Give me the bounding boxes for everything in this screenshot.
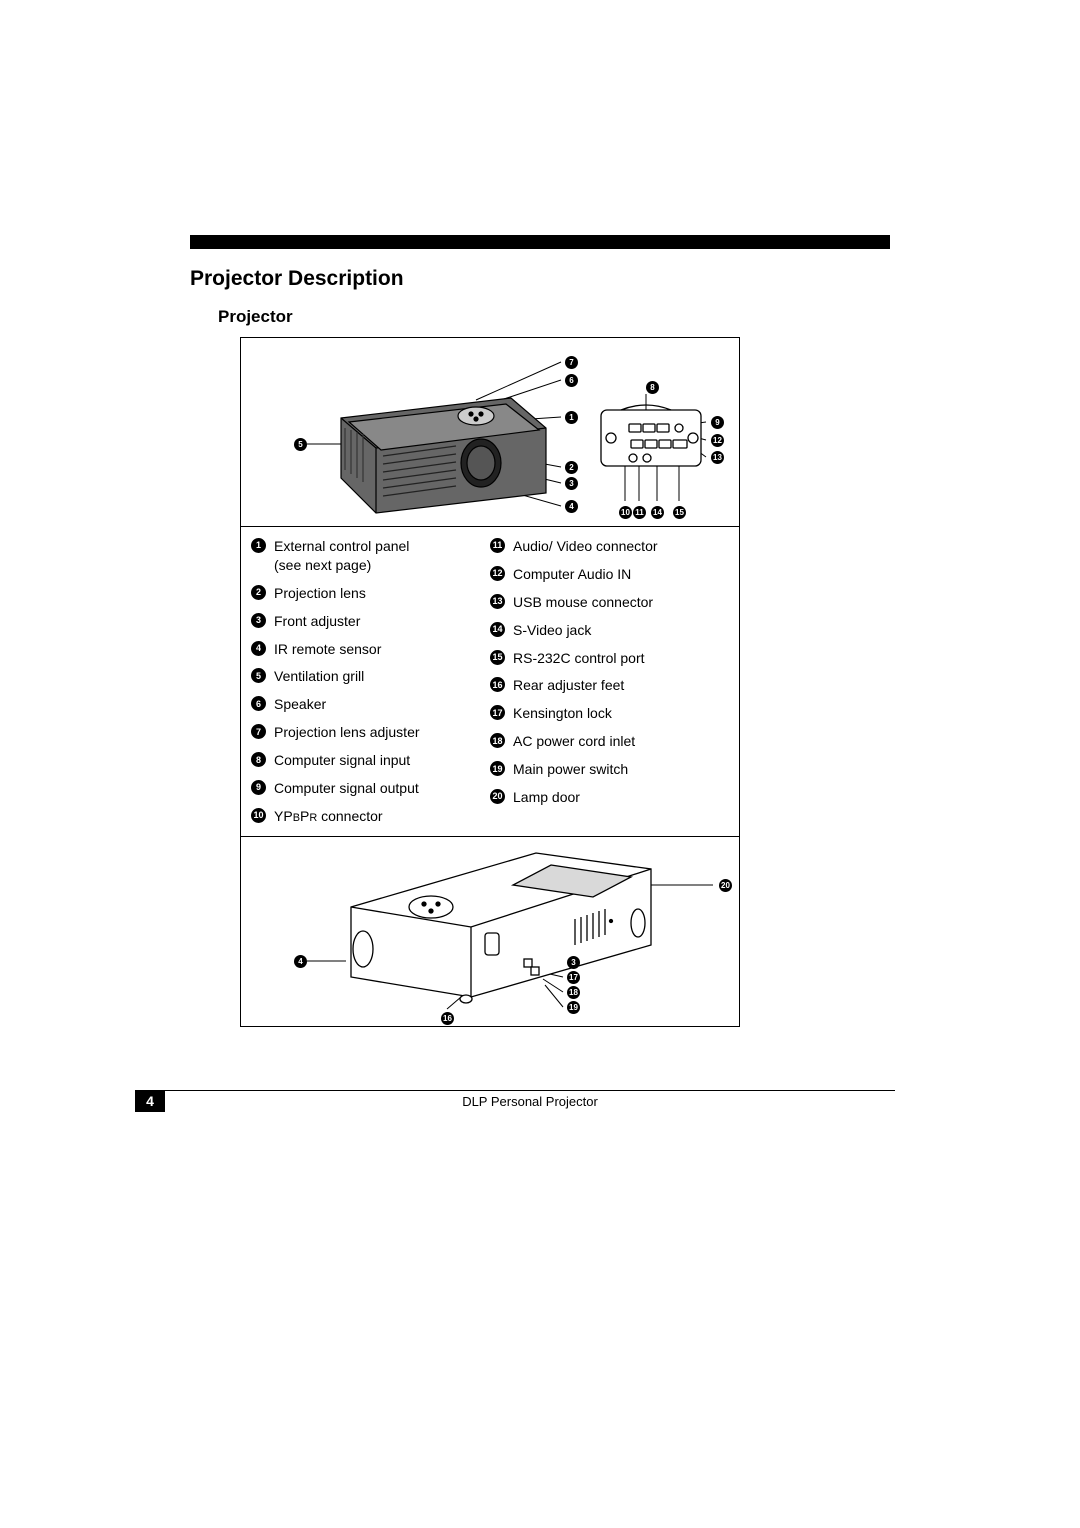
legend-row: 15 RS-232C control port [490,649,729,668]
diagram-callout: 7 [565,356,578,369]
diagram-callout: 4 [565,500,578,513]
legend-label: Main power switch [513,760,628,779]
legend-label: IR remote sensor [274,640,381,659]
legend-row: 10 YPBPR connector [251,807,490,826]
diagram-callout: 15 [673,506,686,519]
legend-badge: 5 [251,668,266,683]
legend-label: Computer Audio IN [513,565,631,584]
legend-row: 12 Computer Audio IN [490,565,729,584]
projector-rear-illustration [241,837,741,1027]
legend-col-right: 11 Audio/ Video connector 12 Computer Audio… [490,537,729,826]
legend-badge: 15 [490,650,505,665]
legend-badge: 12 [490,566,505,581]
diagram-callout: 14 [651,506,664,519]
diagram-callout: 12 [711,434,724,447]
legend-row: 19 Main power switch [490,760,729,779]
legend-label: External control panel(see next page) [274,537,409,575]
legend-row: 14 S-Video jack [490,621,729,640]
legend-badge: 13 [490,594,505,609]
legend-row: 7 Projection lens adjuster [251,723,490,742]
legend-row: 1 External control panel(see next page) [251,537,490,575]
legend-row: 13 USB mouse connector [490,593,729,612]
legend-badge: 3 [251,613,266,628]
legend-row: 20 Lamp door [490,788,729,807]
diagram-callout: 16 [441,1012,454,1025]
legend-badge: 11 [490,538,505,553]
legend-row: 5 Ventilation grill [251,667,490,686]
diagram-callout: 6 [565,374,578,387]
legend-row: 18 AC power cord inlet [490,732,729,751]
legend-badge: 18 [490,733,505,748]
diagram-callout: 4 [294,955,307,968]
diagram-callout: 11 [633,506,646,519]
legend-label: Computer signal input [274,751,410,770]
legend-label: YPBPR connector [274,807,383,826]
diagram-bottom: 20 4 3 17 18 19 16 [240,837,740,1027]
legend-col-left: 1External control panel(see next page)2P… [251,537,490,826]
subsection-title: Projector [218,307,890,327]
legend-row: 16 Rear adjuster feet [490,676,729,695]
legend-badge: 2 [251,585,266,600]
legend-badge: 9 [251,780,266,795]
footer-text: DLP Personal Projector [165,1094,895,1109]
legend-label: Projection lens adjuster [274,723,420,742]
legend-label: Computer signal output [274,779,419,798]
legend-badge: 19 [490,761,505,776]
legend-row: 6 Speaker [251,695,490,714]
legend-badge: 20 [490,789,505,804]
legend-badge: 6 [251,696,266,711]
legend-row: 8 Computer signal input [251,751,490,770]
legend-badge: 14 [490,622,505,637]
legend-badge: 8 [251,752,266,767]
diagram-callout: 1 [565,411,578,424]
diagram-callout: 5 [294,438,307,451]
diagram-callout: 3 [565,477,578,490]
diagram-callout: 10 [619,506,632,519]
diagram-callout: 20 [719,879,732,892]
diagram-callout: 3 [567,956,580,969]
diagram-callout: 19 [567,1001,580,1014]
legend-label: AC power cord inlet [513,732,635,751]
legend-label: RS-232C control port [513,649,645,668]
legend-label: USB mouse connector [513,593,653,612]
legend-row: 4 IR remote sensor [251,640,490,659]
legend-label: Projection lens [274,584,366,603]
projector-perspective-illustration [241,338,741,528]
legend-badge: 1 [251,538,266,553]
legend-label: Rear adjuster feet [513,676,624,695]
legend-row: 2 Projection lens [251,584,490,603]
legend-row: 11 Audio/ Video connector [490,537,729,556]
page-footer: 4 DLP Personal Projector [135,1090,895,1112]
legend-label: Kensington lock [513,704,612,723]
diagram-callout: 2 [565,461,578,474]
page-number: 4 [135,1090,165,1112]
legend-row: 9 Computer signal output [251,779,490,798]
legend-badge: 4 [251,641,266,656]
header-rule [190,235,890,249]
legend-label: Lamp door [513,788,580,807]
legend-table: 1External control panel(see next page)2P… [240,527,740,837]
legend-badge: 7 [251,724,266,739]
legend-label: Speaker [274,695,326,714]
legend-row: 3 Front adjuster [251,612,490,631]
legend-label: Front adjuster [274,612,360,631]
legend-badge: 10 [251,808,266,823]
diagram-callout: 9 [711,416,724,429]
legend-label: Audio/ Video connector [513,537,658,556]
legend-label: S-Video jack [513,621,591,640]
legend-label: Ventilation grill [274,667,364,686]
diagram-callout: 8 [646,381,659,394]
section-title: Projector Description [190,267,890,291]
legend-badge: 16 [490,677,505,692]
diagram-callout: 13 [711,451,724,464]
legend-row: 17 Kensington lock [490,704,729,723]
legend-badge: 17 [490,705,505,720]
diagram-callout: 17 [567,971,580,984]
diagram-top: 7 6 8 1 9 12 13 5 2 3 4 1011 14 15 [240,337,740,527]
diagram-callout: 18 [567,986,580,999]
